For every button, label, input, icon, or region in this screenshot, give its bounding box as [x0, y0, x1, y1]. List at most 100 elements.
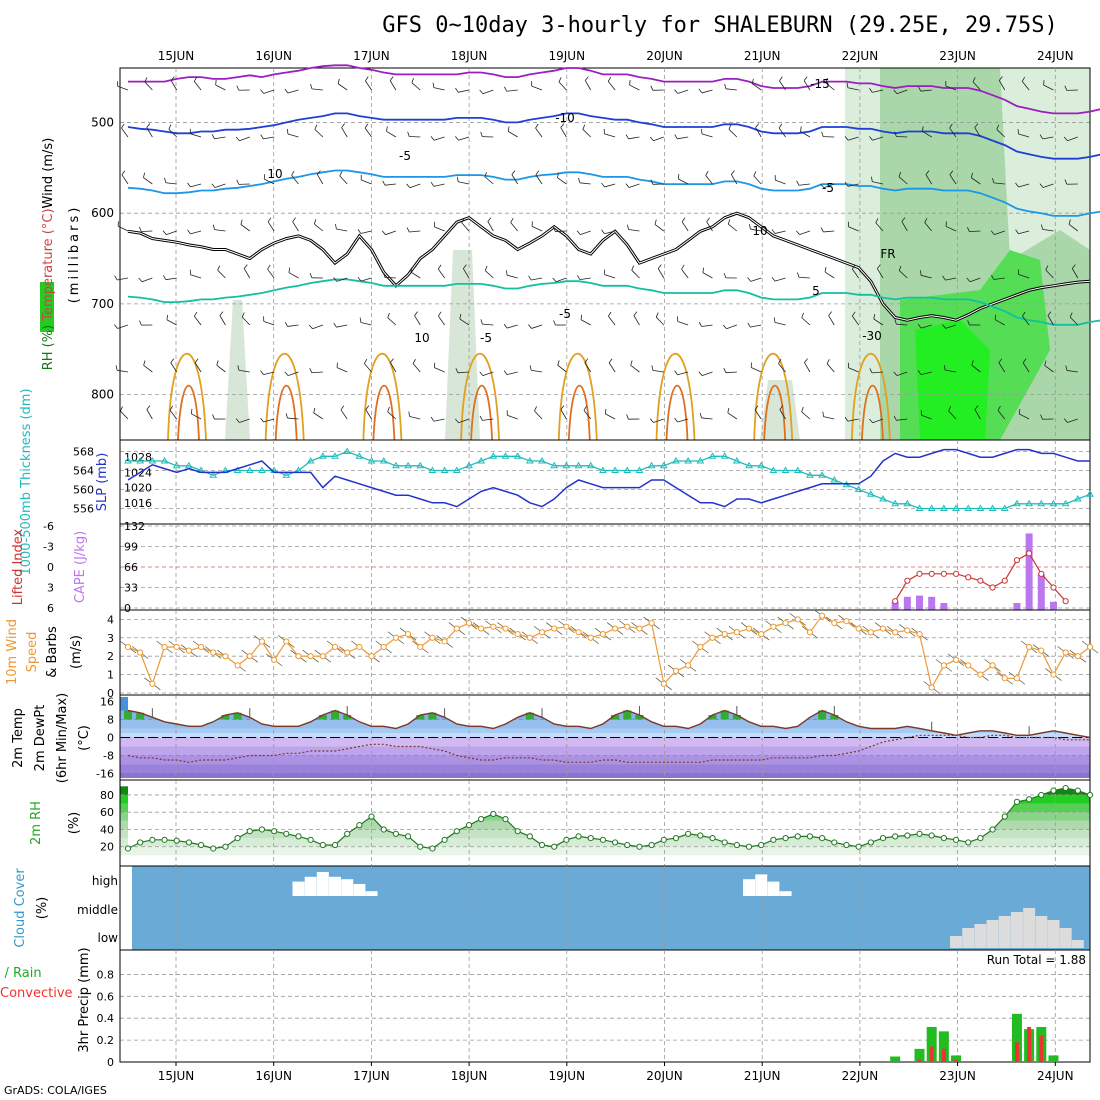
day-label-top: 19JUN: [549, 49, 586, 63]
thickness-marker: [635, 466, 644, 473]
upper-wind-barb-flag: [267, 217, 272, 223]
wind-tick-label: 3: [107, 632, 114, 645]
rh2m-marker: [989, 826, 996, 833]
cape-bar: [916, 595, 924, 610]
upper-wind-barb-flag: [504, 86, 508, 92]
wind-ylabel-group: (m/s): [69, 635, 84, 669]
upper-wind-barb-flag: [925, 170, 930, 175]
upper-wind-barb-flag: [992, 177, 995, 184]
upper-wind-barb-flag: [727, 219, 731, 225]
upper-wind-barb-flag: [288, 267, 291, 273]
lifted-index-marker: [989, 584, 996, 591]
upper-wind-barb-flag: [924, 217, 928, 223]
upper-wind-barb-flag: [755, 123, 760, 128]
upper-wind-barb: [531, 225, 543, 232]
upper-wind-barb-flag: [1015, 182, 1019, 188]
thickness-marker: [513, 452, 522, 459]
wind10-speed-marker: [1086, 643, 1094, 651]
upper-wind-barb: [702, 272, 713, 279]
wind10-speed-marker: [660, 680, 667, 687]
upper-wind-barb-flag: [681, 264, 685, 270]
thickness-marker: [1000, 504, 1009, 511]
upper-wind-barb: [801, 317, 811, 326]
upper-wind-barb: [287, 324, 299, 327]
rh2m-marker: [271, 828, 278, 835]
upper-wind-barb: [387, 411, 397, 420]
upper-wind-barb: [922, 130, 932, 138]
upper-wind-barb-flag: [828, 311, 832, 316]
upper-wind-barb-flag: [284, 321, 288, 327]
isotherm-plus10: [851, 352, 891, 441]
thickness-marker: [891, 499, 900, 507]
upper-wind-barb-flag: [260, 417, 264, 423]
upper-wind-barb-flag: [795, 230, 800, 235]
upper-wind-barb: [945, 226, 957, 232]
rh2m-marker: [611, 839, 619, 846]
upper-wind-barb-flag: [894, 131, 897, 137]
upper-wind-barb: [655, 316, 665, 326]
wind10-speed-marker: [161, 643, 168, 651]
upper-wind-barb-flag: [1039, 183, 1044, 188]
upper-wind-barb-flag: [826, 359, 830, 364]
precip-label-b-group: Convective: [0, 986, 73, 1001]
upper-wind-barb: [534, 410, 543, 420]
upper-wind-barb: [701, 89, 713, 94]
upper-wind-barb-flag: [699, 413, 702, 419]
precip-conv-bar: [1039, 1035, 1044, 1062]
upper-wind-barb: [557, 364, 567, 373]
upper-wind-barb: [1047, 315, 1054, 326]
temp-max-fill: [416, 715, 425, 720]
upper-wind-barb-flag: [650, 85, 654, 91]
upper-wind-barb-flag: [583, 405, 587, 411]
thickness-marker: [282, 471, 291, 478]
upper-wind-barb-flag: [340, 405, 345, 411]
upper-wind-barb-flag: [702, 267, 704, 273]
thickness-marker: [696, 457, 705, 464]
upper-wind-barb: [754, 409, 762, 420]
upper-wind-barb: [678, 178, 689, 185]
upper-wind-barb-flag: [724, 83, 727, 89]
thickness-marker: [599, 466, 607, 473]
upper-wind-barb: [848, 136, 859, 141]
wind10-speed-marker: [733, 629, 740, 636]
upper-wind-barb-flag: [339, 171, 343, 177]
upper-wind-barb: [238, 369, 250, 373]
upper-wind-barb-flag: [1015, 229, 1019, 234]
upper-wind-barb: [1022, 315, 1030, 326]
thickness-marker: [976, 504, 985, 511]
isotherm-plus15: [861, 384, 884, 441]
upper-wind-barb-flag: [383, 272, 386, 278]
rh2m-marker: [1001, 813, 1008, 820]
upper-wind-barb-flag: [601, 182, 605, 188]
upper-wind-barb-flag: [576, 230, 581, 235]
upper-wind-barb-flag: [211, 134, 215, 139]
cloud-midlow-bar: [974, 924, 987, 948]
upper-wind-barb-flag: [484, 172, 487, 178]
temp-tick-label: -16: [96, 768, 114, 781]
upper-wind-barb-flag: [747, 277, 752, 282]
upper-wind-barb: [798, 276, 810, 279]
wind10-speed-marker: [222, 653, 229, 660]
upper-wind-barb-flag: [943, 365, 946, 371]
precip-tick-label: 0: [107, 1056, 114, 1069]
upper-wind-barb: [653, 418, 664, 423]
upper-wind-barb: [117, 85, 129, 91]
wind10-speed-marker: [745, 625, 753, 632]
thickness-marker: [440, 466, 449, 473]
upper-wind-barb: [531, 85, 543, 91]
thickness-marker: [367, 457, 376, 464]
upper-wind-barb: [1018, 230, 1030, 235]
upper-wind-barb: [143, 177, 153, 185]
upper-wind-barb: [410, 271, 421, 279]
upper-wind-barb: [414, 315, 421, 326]
wind10-speed-marker: [672, 667, 680, 675]
thickness-marker: [185, 461, 193, 469]
upper-wind-barb-flag: [528, 324, 532, 329]
upper-wind-barb: [287, 133, 299, 138]
lifted-index-tick-label: 3: [47, 582, 54, 595]
chart-title: GFS 0~10day 3-hourly for SHALEBURN (29.2…: [382, 13, 1058, 38]
upper-wind-barb-flag: [803, 76, 808, 81]
upper-wind-barb-flag: [556, 172, 559, 178]
precip-ylabel-total: Total / Rain: [0, 966, 42, 981]
upper-wind-barb: [804, 362, 811, 373]
